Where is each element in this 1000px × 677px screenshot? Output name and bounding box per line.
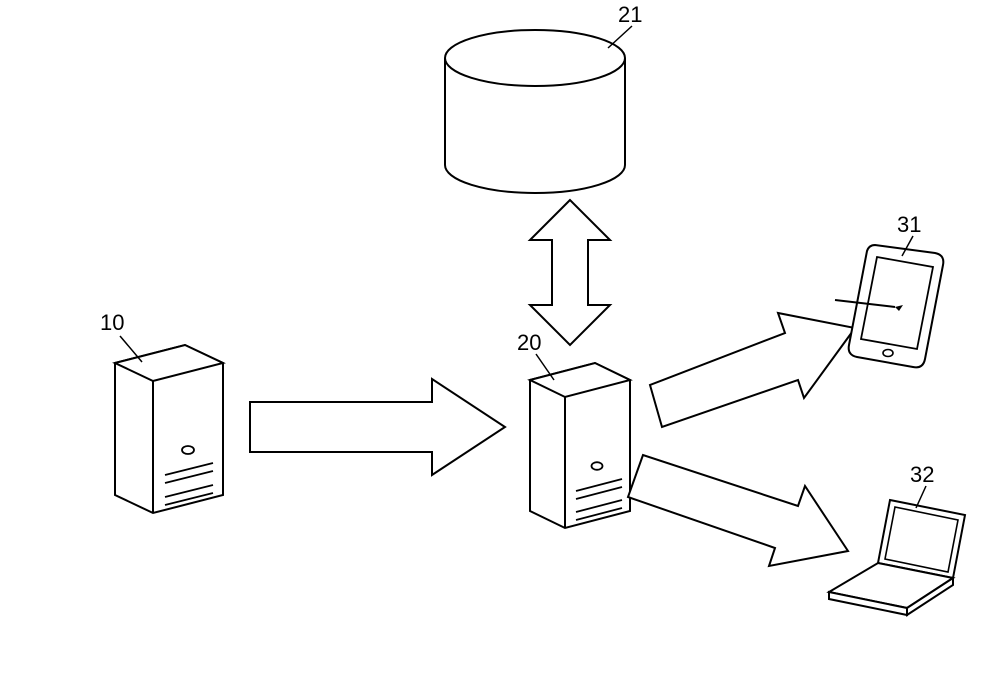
database-label: 21 xyxy=(618,2,642,27)
server-center-icon xyxy=(530,363,630,528)
server-left-icon xyxy=(115,345,223,513)
architecture-diagram: 21 10 20 xyxy=(0,0,1000,677)
arrow-left-center xyxy=(250,379,505,475)
server-center-label: 20 xyxy=(517,330,541,355)
arrow-center-db xyxy=(530,200,610,345)
laptop-label: 32 xyxy=(910,462,934,487)
arrow-center-tablet xyxy=(650,313,855,427)
database-icon xyxy=(445,26,632,193)
tablet-label: 31 xyxy=(897,212,921,237)
laptop-icon xyxy=(829,500,965,615)
laptop-leader xyxy=(916,486,926,508)
tablet-icon xyxy=(835,245,943,367)
arrow-center-laptop xyxy=(628,455,848,566)
server-left-label: 10 xyxy=(100,310,124,335)
